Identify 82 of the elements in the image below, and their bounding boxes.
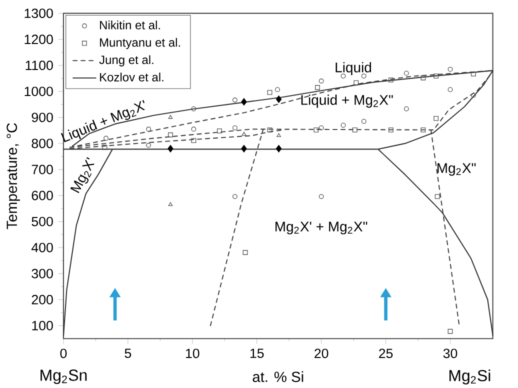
- point: [241, 98, 247, 106]
- text: Mg$_{2}$Sn: [40, 370, 87, 384]
- point: [191, 106, 196, 112]
- y-tick-label: 400: [31, 242, 53, 252]
- x-tick-label: 10: [186, 348, 200, 358]
- annotation: Mg$_{2}$X' + Mg$_{2}$X": [276, 222, 368, 234]
- point: [434, 116, 439, 121]
- point: [232, 194, 238, 200]
- point: [168, 144, 174, 152]
- x-tick-label: 30: [443, 348, 458, 358]
- point: [318, 78, 324, 84]
- point: [242, 132, 246, 136]
- point: [276, 95, 282, 103]
- x-tick-label: 0: [60, 348, 67, 358]
- annotation: Liquid: [336, 62, 372, 76]
- x-tick-label: 5: [124, 348, 132, 358]
- y-tick-label: 600: [32, 190, 53, 200]
- point: [420, 75, 426, 80]
- point: [267, 90, 272, 95]
- annotation: Liquid + Mg$_{2}$X": [301, 94, 393, 108]
- point: [314, 85, 320, 90]
- point: [276, 133, 281, 138]
- point: [146, 142, 152, 148]
- point: [361, 118, 366, 124]
- point: [217, 128, 222, 134]
- legend-label: Muntyanu et al.: [100, 38, 180, 50]
- x-axis-title: at. % Si: [252, 371, 304, 382]
- annotation: Mg$_{2}$X": [438, 163, 476, 176]
- y-tick-label: 500: [32, 216, 53, 226]
- point: [434, 194, 440, 200]
- point: [275, 87, 280, 92]
- point: [191, 126, 196, 132]
- y-tick-label: 1200: [24, 34, 53, 44]
- point: [168, 114, 173, 119]
- point: [448, 66, 453, 72]
- point: [232, 98, 238, 102]
- point: [388, 127, 394, 132]
- point: [354, 80, 359, 86]
- legend-label: Kozlov et al.: [100, 72, 164, 82]
- point: [314, 127, 319, 132]
- point: [470, 72, 476, 76]
- point: [232, 125, 238, 130]
- point: [241, 144, 247, 152]
- point: [102, 144, 108, 150]
- point: [168, 202, 173, 206]
- y-tick-label: 1000: [24, 86, 53, 96]
- point: [470, 92, 476, 98]
- text: Mg$_{2}$Si: [449, 370, 490, 384]
- y-tick-label: 1100: [26, 60, 53, 70]
- legend-label: Nikitin et al.: [100, 20, 160, 30]
- point: [434, 74, 439, 79]
- point: [276, 144, 282, 152]
- point: [104, 136, 108, 141]
- x-tick-label: 15: [250, 348, 264, 358]
- point: [388, 77, 394, 82]
- point: [340, 122, 346, 128]
- point: [448, 87, 453, 92]
- annotation: Mg$_{2}$X': [70, 157, 94, 194]
- point: [404, 106, 409, 112]
- annotation: Liquid + Mg$_{2}$X': [60, 100, 145, 142]
- x-tick-label: 20: [314, 348, 328, 358]
- point: [191, 138, 196, 144]
- y-axis-title: Temperature, °C: [6, 123, 20, 230]
- point: [146, 126, 152, 132]
- point: [448, 328, 453, 334]
- y-tick-label: 200: [32, 294, 53, 304]
- y-tick-label: 800: [32, 138, 53, 148]
- x-tick-label: 25: [379, 348, 393, 358]
- point: [318, 125, 324, 130]
- y-tick-label: 1300: [24, 8, 53, 18]
- y-tick-label: 700: [32, 164, 53, 174]
- y-tick-label: 300: [32, 268, 53, 278]
- point: [267, 127, 272, 132]
- legend-label: Jung et al.: [99, 55, 154, 66]
- y-tick-label: 100: [32, 320, 53, 330]
- point: [168, 132, 173, 138]
- point: [242, 250, 248, 255]
- point: [352, 127, 358, 132]
- y-tick-label: 900: [32, 112, 53, 122]
- point: [420, 127, 426, 132]
- point: [404, 70, 409, 76]
- point: [318, 194, 324, 200]
